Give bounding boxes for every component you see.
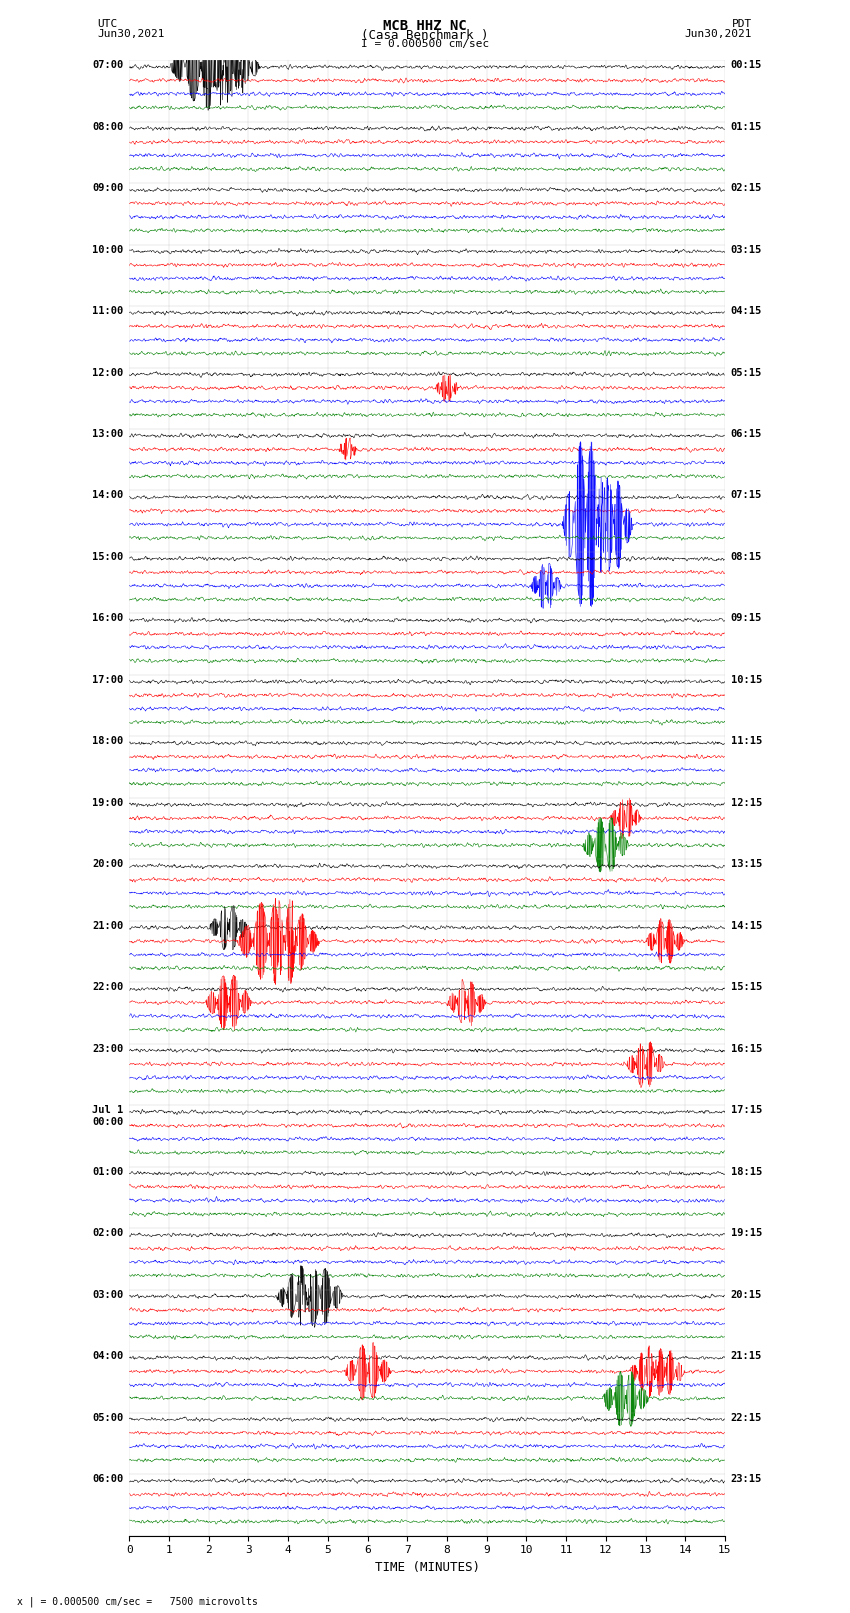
Text: 16:15: 16:15 bbox=[731, 1044, 762, 1053]
Text: 18:15: 18:15 bbox=[731, 1166, 762, 1177]
Text: 15:00: 15:00 bbox=[92, 552, 123, 561]
Text: 17:00: 17:00 bbox=[92, 674, 123, 686]
Text: 01:00: 01:00 bbox=[92, 1166, 123, 1177]
Text: x | = 0.000500 cm/sec =   7500 microvolts: x | = 0.000500 cm/sec = 7500 microvolts bbox=[17, 1595, 258, 1607]
Text: 11:00: 11:00 bbox=[92, 306, 123, 316]
Text: 23:00: 23:00 bbox=[92, 1044, 123, 1053]
Text: MCB HHZ NC: MCB HHZ NC bbox=[383, 19, 467, 34]
Text: 19:15: 19:15 bbox=[731, 1227, 762, 1239]
Text: 07:15: 07:15 bbox=[731, 490, 762, 500]
Text: 19:00: 19:00 bbox=[92, 798, 123, 808]
Text: 05:15: 05:15 bbox=[731, 368, 762, 377]
Text: 04:00: 04:00 bbox=[92, 1352, 123, 1361]
Text: 12:00: 12:00 bbox=[92, 368, 123, 377]
Text: 00:15: 00:15 bbox=[731, 60, 762, 69]
Text: PDT: PDT bbox=[732, 19, 752, 29]
Text: Jul 1
00:00: Jul 1 00:00 bbox=[92, 1105, 123, 1127]
Text: 05:00: 05:00 bbox=[92, 1413, 123, 1423]
Text: UTC: UTC bbox=[98, 19, 118, 29]
Text: (Casa Benchmark ): (Casa Benchmark ) bbox=[361, 29, 489, 42]
Text: 02:15: 02:15 bbox=[731, 184, 762, 194]
Text: 16:00: 16:00 bbox=[92, 613, 123, 624]
Text: 17:15: 17:15 bbox=[731, 1105, 762, 1115]
Text: 04:15: 04:15 bbox=[731, 306, 762, 316]
Text: 10:15: 10:15 bbox=[731, 674, 762, 686]
Text: Jun30,2021: Jun30,2021 bbox=[98, 29, 165, 39]
Text: 02:00: 02:00 bbox=[92, 1227, 123, 1239]
Text: 14:00: 14:00 bbox=[92, 490, 123, 500]
Text: Jun30,2021: Jun30,2021 bbox=[685, 29, 752, 39]
Text: 11:15: 11:15 bbox=[731, 737, 762, 747]
Text: 03:00: 03:00 bbox=[92, 1290, 123, 1300]
Text: 09:15: 09:15 bbox=[731, 613, 762, 624]
Text: 22:00: 22:00 bbox=[92, 982, 123, 992]
Text: 08:15: 08:15 bbox=[731, 552, 762, 561]
Text: 13:00: 13:00 bbox=[92, 429, 123, 439]
Text: 20:15: 20:15 bbox=[731, 1290, 762, 1300]
Text: 01:15: 01:15 bbox=[731, 121, 762, 132]
Text: 06:15: 06:15 bbox=[731, 429, 762, 439]
Text: 20:00: 20:00 bbox=[92, 860, 123, 869]
Text: 23:15: 23:15 bbox=[731, 1474, 762, 1484]
Text: 14:15: 14:15 bbox=[731, 921, 762, 931]
X-axis label: TIME (MINUTES): TIME (MINUTES) bbox=[375, 1561, 479, 1574]
Text: 13:15: 13:15 bbox=[731, 860, 762, 869]
Text: 09:00: 09:00 bbox=[92, 184, 123, 194]
Text: 15:15: 15:15 bbox=[731, 982, 762, 992]
Text: 08:00: 08:00 bbox=[92, 121, 123, 132]
Text: 21:15: 21:15 bbox=[731, 1352, 762, 1361]
Text: 18:00: 18:00 bbox=[92, 737, 123, 747]
Text: 22:15: 22:15 bbox=[731, 1413, 762, 1423]
Text: 12:15: 12:15 bbox=[731, 798, 762, 808]
Text: 21:00: 21:00 bbox=[92, 921, 123, 931]
Text: 10:00: 10:00 bbox=[92, 245, 123, 255]
Text: 06:00: 06:00 bbox=[92, 1474, 123, 1484]
Text: 03:15: 03:15 bbox=[731, 245, 762, 255]
Text: I = 0.000500 cm/sec: I = 0.000500 cm/sec bbox=[361, 39, 489, 48]
Text: 07:00: 07:00 bbox=[92, 60, 123, 69]
